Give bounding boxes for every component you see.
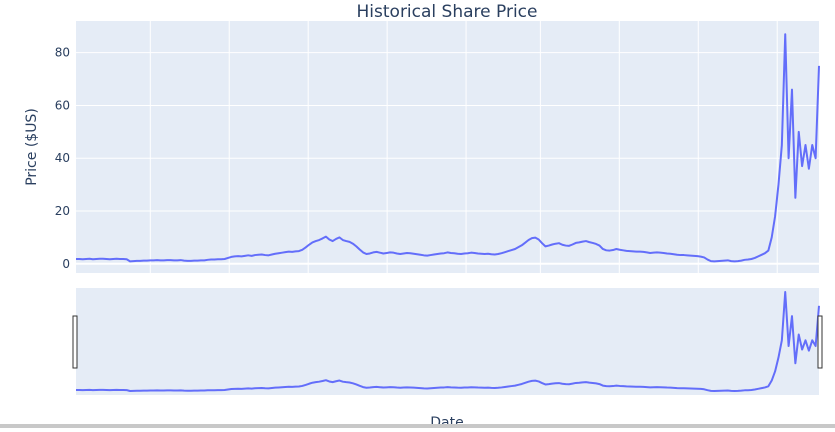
- range-slider-line: [76, 291, 820, 392]
- y-tick-label-20: 20: [55, 204, 70, 218]
- y-tick-label-0: 0: [62, 257, 70, 271]
- page-bottom-border: [0, 424, 835, 428]
- y-tick-label-40: 40: [55, 151, 70, 165]
- range-slider-left-handle[interactable]: [72, 315, 78, 369]
- main-plot-background: [76, 21, 819, 273]
- chart-title: Historical Share Price: [357, 2, 538, 22]
- range-slider-right-handle[interactable]: [817, 315, 823, 369]
- range-slider-background[interactable]: [76, 288, 819, 395]
- y-tick-label-60: 60: [55, 98, 70, 112]
- y-tick-label-80: 80: [55, 46, 70, 60]
- price-line: [76, 33, 820, 263]
- y-axis-label: Price ($US): [24, 108, 40, 186]
